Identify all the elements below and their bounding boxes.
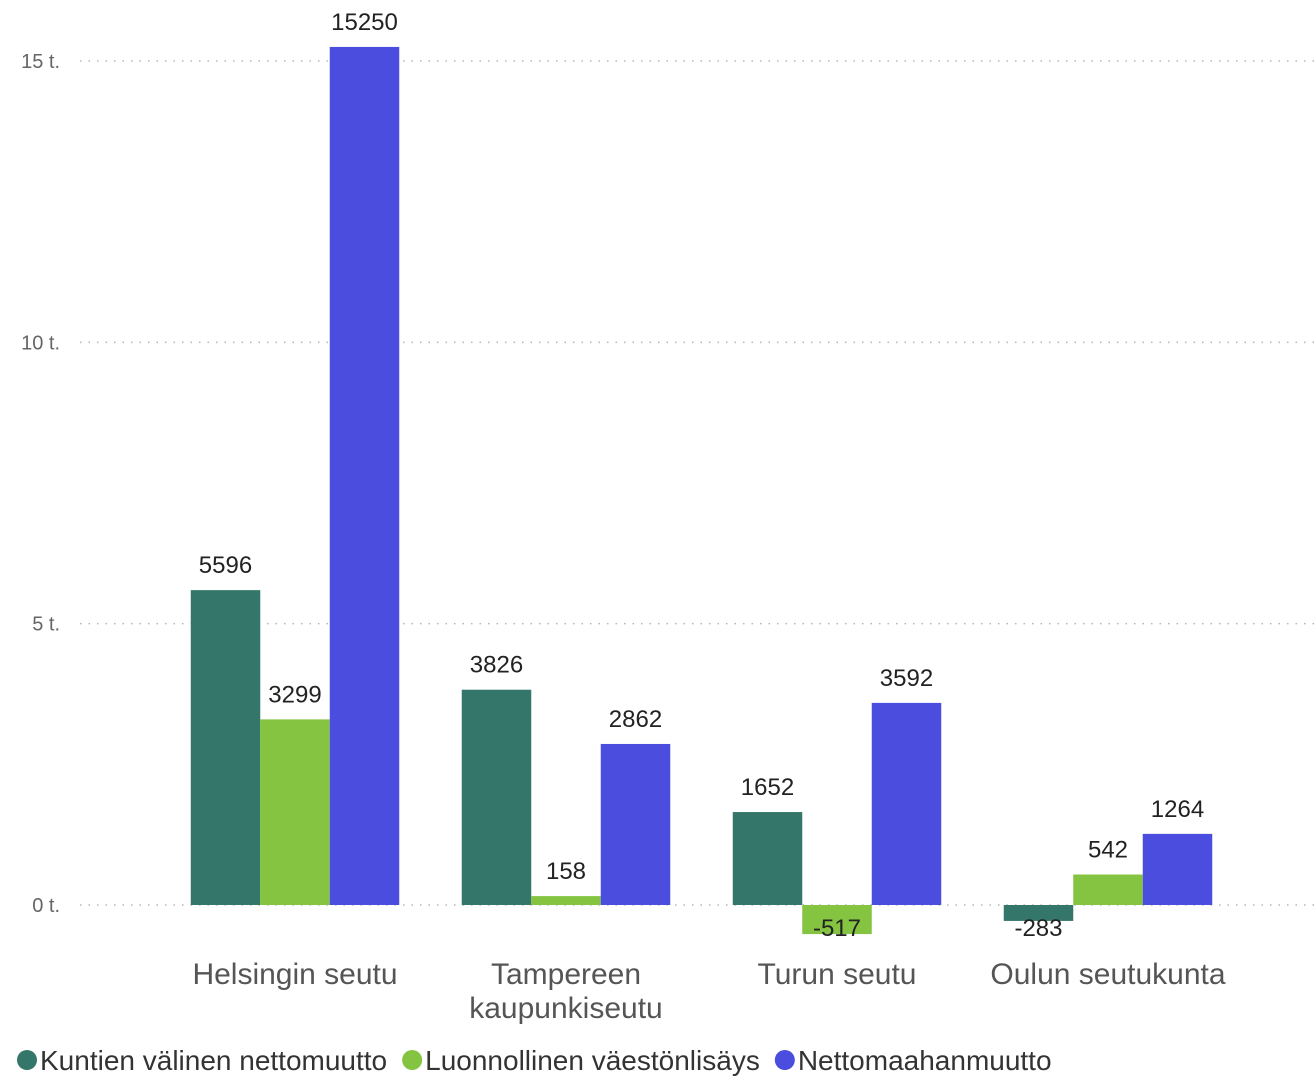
data-label: 2862 (609, 706, 662, 733)
data-label: 3299 (268, 681, 321, 708)
bar (802, 905, 872, 935)
bar (732, 812, 803, 905)
bars (190, 46, 1213, 935)
legend-swatch (402, 1050, 423, 1070)
legend-item[interactable]: Luonnollinen väestönlisäys (402, 1045, 760, 1076)
legend-label: Luonnollinen väestönlisäys (425, 1045, 760, 1076)
data-label: 5596 (199, 552, 252, 579)
data-label: -517 (813, 915, 861, 942)
bar (1003, 905, 1074, 921)
bar (461, 689, 532, 905)
data-label: 3592 (880, 665, 933, 692)
bar (190, 590, 261, 905)
data-label: -283 (1014, 915, 1062, 942)
x-tick-label: Helsingin seutu (192, 958, 397, 991)
bar (1073, 874, 1143, 905)
data-labels: 5596 3826 1652 -283 3299 158 -517 542 15250 2862 3… (199, 9, 1204, 942)
y-tick-label: 10 t. (21, 332, 60, 354)
data-label: 158 (546, 858, 586, 885)
bar (531, 896, 601, 905)
legend-swatch (17, 1050, 37, 1070)
legend-item[interactable]: Kuntien välinen nettomuutto (17, 1045, 387, 1076)
bar (600, 743, 671, 905)
data-label: 3826 (470, 652, 523, 679)
data-label: 15250 (331, 9, 398, 36)
y-tick-label: 0 t. (32, 895, 60, 917)
bar (260, 719, 330, 905)
legend-item[interactable]: Nettomaahanmuutto (774, 1045, 1052, 1076)
y-tick-label: 5 t. (32, 614, 60, 636)
legend-label: Kuntien välinen nettomuutto (40, 1045, 387, 1076)
axes: 0 t. 5 t. 10 t. 15 t. Helsingin seutu Tampere… (21, 51, 1226, 1025)
x-tick-label: Oulun seutukunta (990, 958, 1225, 991)
legend-label: Nettomaahanmuutto (798, 1045, 1052, 1076)
legend-swatch (774, 1050, 795, 1070)
bar (1142, 833, 1213, 905)
data-label: 542 (1088, 837, 1128, 864)
legend: Kuntien välinen nettomuutto Luonnollinen … (17, 1045, 1052, 1076)
bar (871, 702, 942, 905)
x-tick-label: Tampereen kaupunkiseutu (469, 958, 662, 1025)
y-tick-label: 15 t. (21, 51, 60, 73)
bar (329, 46, 400, 905)
data-label: 1264 (1151, 796, 1204, 823)
data-label: 1652 (741, 774, 794, 801)
x-tick-label: Turun seutu (758, 958, 917, 991)
